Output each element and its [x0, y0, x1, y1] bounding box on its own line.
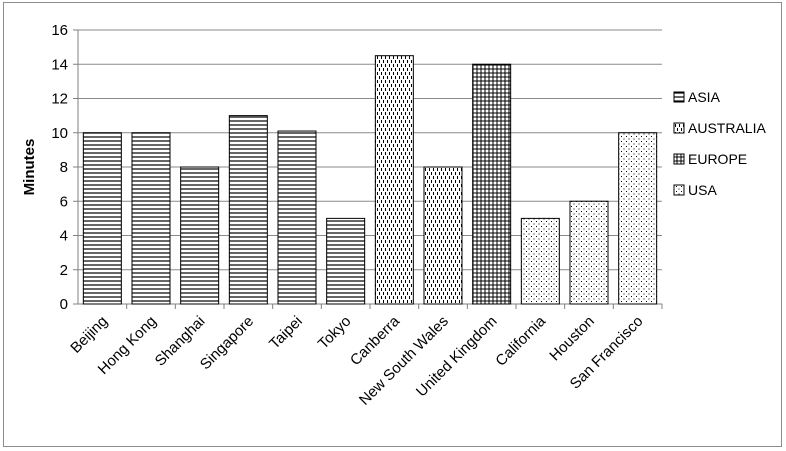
y-tick-label: 4: [60, 228, 68, 245]
y-tick-label: 10: [51, 125, 68, 142]
y-tick-label: 6: [60, 193, 68, 210]
legend-swatch-usa: [673, 184, 685, 196]
legend-label-europe: EUROPE: [688, 151, 747, 167]
y-tick-label: 12: [51, 91, 68, 108]
legend-swatch-australia: [673, 122, 685, 134]
legend-label-asia: ASIA: [688, 89, 721, 105]
y-axis-title: Minutes: [21, 139, 38, 196]
legend-label-usa: USA: [688, 182, 717, 198]
x-tick-label: California: [492, 312, 549, 369]
legend-swatch-europe: [673, 153, 685, 165]
y-tick-labels: 0 2 4 6 8 10 12 14 16: [51, 22, 68, 313]
bar-canberra: [374, 55, 414, 305]
bars: [82, 55, 658, 305]
bar-new-south-wales: [423, 166, 463, 305]
bar-beijing: [82, 132, 122, 305]
axes: [73, 29, 663, 309]
bar-taipei: [277, 130, 317, 305]
bar-california: [520, 217, 560, 305]
bar-singapore: [228, 115, 268, 305]
legend: ASIA AUSTRALIA EUROPE USA: [673, 89, 766, 198]
bar-san-francisco: [618, 132, 658, 305]
x-tick-label: Tokyo: [315, 313, 355, 353]
y-tick-label: 14: [51, 56, 68, 73]
bar-hong-kong: [131, 132, 171, 305]
legend-label-australia: AUSTRALIA: [688, 120, 766, 136]
x-tick-label: Singapore: [197, 313, 257, 373]
bar-united-kingdom: [472, 63, 512, 305]
x-tick-label: Beijing: [67, 313, 111, 357]
bar-tokyo: [326, 217, 366, 305]
y-tick-label: 0: [60, 296, 68, 313]
legend-swatch-asia: [673, 91, 685, 103]
x-tick-label: Taipei: [266, 313, 306, 353]
bar-shanghai: [180, 166, 220, 305]
y-tick-label: 16: [51, 22, 68, 39]
y-tick-label: 8: [60, 159, 68, 176]
bar-houston: [569, 200, 609, 305]
y-tick-label: 2: [60, 262, 68, 279]
x-tick-label: New South Wales: [356, 313, 452, 409]
